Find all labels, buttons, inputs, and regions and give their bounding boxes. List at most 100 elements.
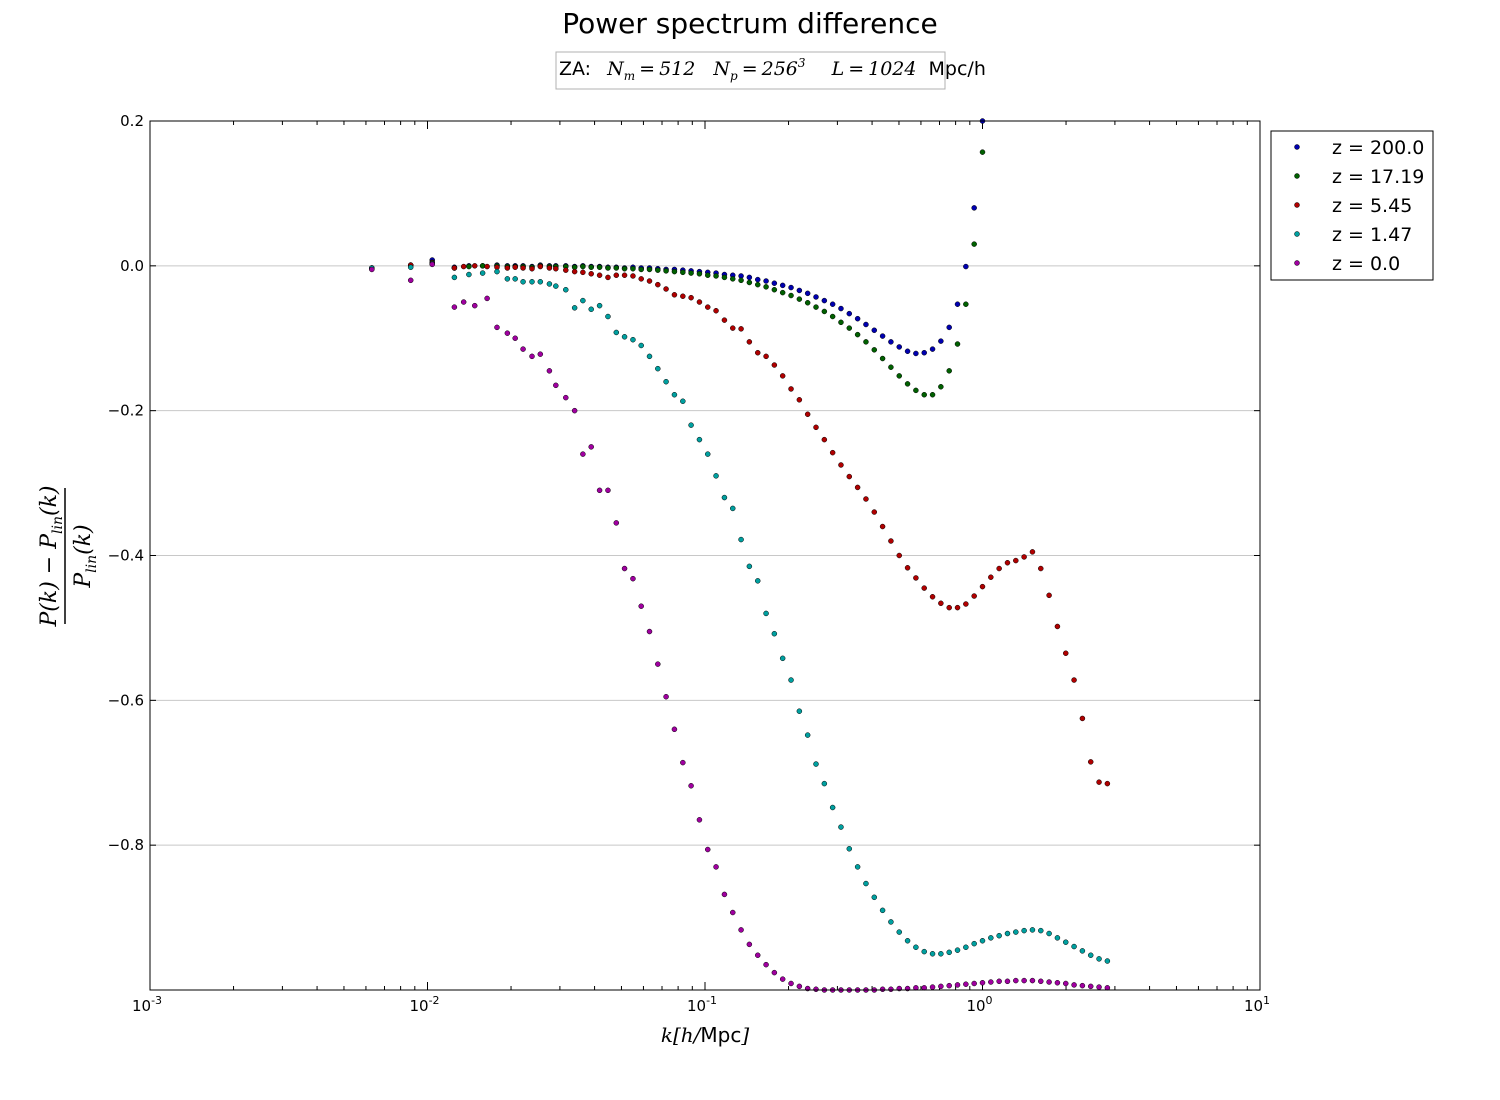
y-tick-label: 0.0 bbox=[120, 257, 144, 275]
data-point bbox=[813, 761, 819, 767]
data-point bbox=[671, 292, 678, 298]
axis-ticks: 0.2 0.0 −0.2 −0.4 −0.6 −0.8 10-3 10-2 10-1 100 101 bbox=[108, 112, 1270, 1015]
data-point bbox=[704, 846, 711, 853]
data-point bbox=[663, 378, 669, 385]
data-point bbox=[484, 295, 490, 302]
svg-text:P(k) − Plin(k): P(k) − Plin(k) bbox=[37, 485, 66, 627]
data-point bbox=[879, 333, 886, 339]
legend-marker bbox=[1294, 144, 1300, 150]
data-point bbox=[688, 270, 694, 276]
data-point bbox=[946, 604, 952, 611]
data-point bbox=[813, 424, 819, 431]
data-point bbox=[954, 947, 961, 953]
data-point bbox=[671, 391, 678, 398]
x-tick-label: 10-3 bbox=[132, 994, 162, 1015]
data-point bbox=[788, 386, 794, 392]
data-point bbox=[1038, 978, 1044, 985]
data-point bbox=[946, 949, 952, 956]
data-point bbox=[529, 279, 535, 285]
data-point bbox=[504, 265, 511, 271]
data-point bbox=[946, 368, 952, 374]
data-point bbox=[746, 279, 753, 286]
data-point bbox=[996, 565, 1002, 572]
data-point bbox=[904, 565, 911, 571]
legend-label: z = 200.0 bbox=[1332, 137, 1424, 159]
data-point bbox=[829, 449, 836, 456]
y-axis-label: P(k) − Plin(k) Plin(k) bbox=[37, 485, 100, 627]
data-point bbox=[1063, 650, 1069, 657]
x-tick-label: 10-1 bbox=[687, 994, 717, 1015]
data-point bbox=[929, 391, 936, 398]
data-point bbox=[971, 241, 977, 247]
data-point bbox=[738, 277, 744, 284]
data-point bbox=[896, 373, 903, 379]
data-point bbox=[1104, 780, 1111, 787]
data-point bbox=[921, 349, 927, 356]
data-point bbox=[655, 365, 661, 372]
data-point bbox=[663, 693, 669, 700]
data-point bbox=[504, 276, 511, 282]
data-point bbox=[879, 907, 886, 914]
data-point bbox=[630, 273, 636, 279]
data-point bbox=[963, 944, 969, 951]
data-point bbox=[655, 267, 661, 273]
data-point bbox=[838, 305, 844, 312]
data-point bbox=[754, 276, 761, 283]
data-point bbox=[1013, 929, 1019, 935]
data-point bbox=[871, 347, 878, 353]
legend-label: z = 1.47 bbox=[1332, 224, 1412, 246]
data-point bbox=[546, 368, 553, 374]
data-point bbox=[730, 325, 736, 331]
data-point bbox=[1071, 943, 1077, 950]
x-axis-label: k[h/Mpc] bbox=[661, 1023, 750, 1047]
data-point bbox=[838, 319, 844, 326]
series-1 bbox=[369, 149, 986, 398]
data-point bbox=[788, 284, 794, 291]
data-point bbox=[546, 265, 553, 271]
data-point bbox=[621, 272, 628, 278]
data-point bbox=[520, 346, 526, 352]
data-point bbox=[1029, 549, 1036, 555]
data-point bbox=[1004, 930, 1011, 937]
data-point bbox=[646, 353, 653, 360]
data-point bbox=[979, 980, 986, 986]
data-point bbox=[563, 286, 569, 293]
data-point bbox=[971, 980, 977, 987]
data-point bbox=[879, 986, 886, 993]
data-point bbox=[1046, 930, 1052, 937]
data-point bbox=[971, 205, 977, 211]
data-point bbox=[588, 444, 594, 450]
data-point bbox=[871, 894, 878, 901]
data-point bbox=[913, 944, 919, 951]
data-point bbox=[1063, 939, 1069, 945]
data-point bbox=[771, 280, 778, 286]
data-point bbox=[1038, 927, 1044, 934]
data-point bbox=[1071, 982, 1077, 988]
data-point bbox=[520, 265, 526, 271]
data-point bbox=[613, 520, 620, 526]
data-point bbox=[1029, 927, 1036, 933]
data-point bbox=[407, 277, 414, 284]
data-point bbox=[746, 274, 753, 281]
data-point bbox=[721, 494, 728, 501]
data-point bbox=[804, 300, 811, 306]
legend-label: z = 0.0 bbox=[1332, 253, 1400, 275]
data-point bbox=[721, 317, 728, 323]
data-point bbox=[730, 505, 736, 512]
data-point bbox=[571, 407, 578, 414]
data-point bbox=[854, 331, 861, 338]
data-point bbox=[846, 846, 853, 852]
data-point bbox=[630, 265, 636, 272]
data-point bbox=[596, 302, 603, 309]
data-point bbox=[1096, 956, 1102, 962]
data-point bbox=[512, 264, 518, 271]
data-point bbox=[537, 279, 544, 285]
data-point bbox=[1079, 715, 1086, 722]
data-point bbox=[979, 938, 986, 944]
subtitle-prefix: ZA: bbox=[559, 58, 591, 80]
data-point bbox=[1021, 977, 1027, 984]
data-point bbox=[938, 384, 944, 390]
data-point bbox=[963, 263, 969, 270]
data-point bbox=[779, 282, 786, 289]
data-point bbox=[871, 509, 878, 515]
